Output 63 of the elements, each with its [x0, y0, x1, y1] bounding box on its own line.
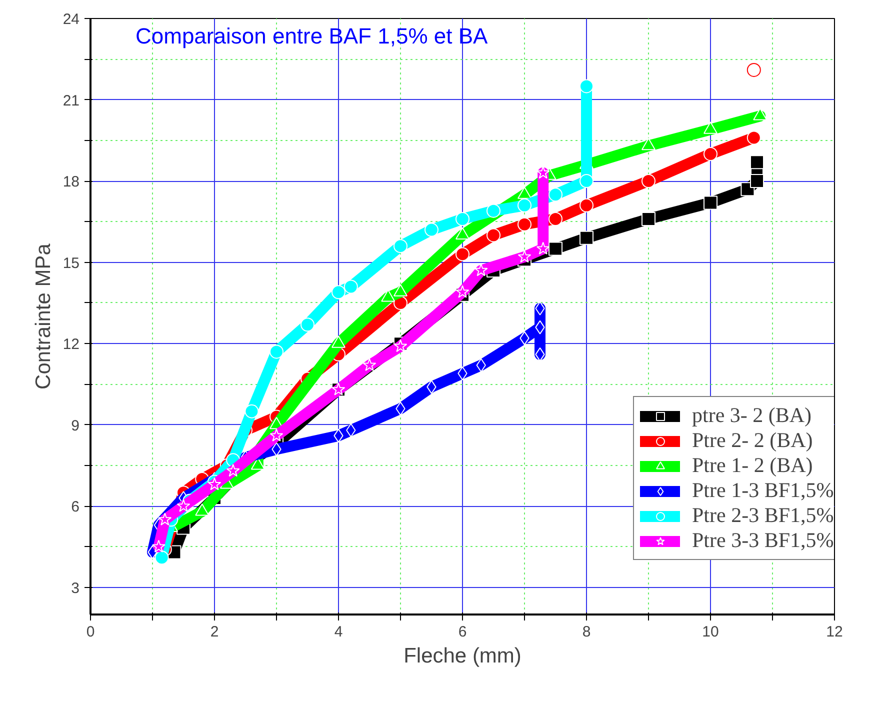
point	[548, 242, 562, 256]
x-tick-label: 4	[334, 624, 343, 640]
legend-label: Ptre 1- 2 (BA)	[692, 453, 813, 478]
point	[424, 222, 438, 237]
y-tick-label: 6	[71, 498, 80, 516]
y-tick-label: 15	[62, 254, 80, 272]
y-tick-label: 12	[62, 336, 80, 354]
x-tick-label: 12	[826, 624, 843, 640]
legend-label: ptre 3- 2 (BA)	[692, 403, 812, 428]
point	[580, 198, 594, 212]
point	[642, 212, 656, 226]
legend-label: Ptre 2-3 BF1,5%	[692, 503, 834, 528]
y-tick-label: 3	[71, 580, 80, 597]
point	[536, 242, 550, 255]
y-tick-label: 21	[62, 92, 80, 110]
x-tick-label: 8	[582, 624, 591, 640]
point	[158, 512, 172, 526]
point	[704, 196, 718, 210]
point	[580, 230, 594, 245]
point	[580, 79, 594, 94]
point	[750, 155, 764, 170]
point	[486, 204, 500, 218]
y-tick-label: 24	[62, 11, 80, 28]
x-tick-label: 0	[86, 624, 95, 640]
point	[548, 212, 562, 226]
point	[750, 174, 764, 188]
point	[536, 166, 550, 179]
point	[746, 62, 761, 77]
point	[746, 130, 761, 145]
y-tick-label: 18	[62, 174, 80, 191]
point	[208, 477, 222, 490]
point	[642, 174, 656, 188]
x-tick-label: 6	[458, 624, 467, 640]
y-axis-title: Contrainte MPa	[32, 243, 55, 390]
point	[226, 464, 240, 477]
point	[270, 344, 284, 359]
point	[456, 212, 470, 226]
point	[270, 428, 284, 442]
point	[518, 198, 532, 212]
y-tick-label: 9	[71, 417, 80, 434]
legend-label: Ptre 1-3 BF1,5%	[692, 478, 834, 503]
legend-label: Ptre 2- 2 (BA)	[692, 428, 813, 453]
x-tick-label: 2	[210, 624, 219, 640]
point	[548, 188, 562, 202]
point	[300, 318, 314, 332]
point	[456, 285, 470, 298]
point	[344, 280, 358, 294]
x-axis-title: Fleche (mm)	[404, 644, 522, 668]
point	[580, 174, 594, 188]
point	[518, 250, 532, 263]
point	[704, 146, 718, 161]
x-tick-label: 10	[702, 624, 719, 640]
legend-label: Ptre 3-3 BF1,5%	[692, 528, 834, 553]
point	[176, 499, 190, 512]
point	[244, 404, 259, 418]
point	[332, 285, 346, 300]
point	[394, 239, 408, 254]
point	[474, 263, 488, 276]
point	[456, 247, 470, 262]
point	[394, 339, 408, 352]
point	[518, 217, 532, 232]
point	[486, 228, 500, 242]
point	[362, 358, 376, 372]
